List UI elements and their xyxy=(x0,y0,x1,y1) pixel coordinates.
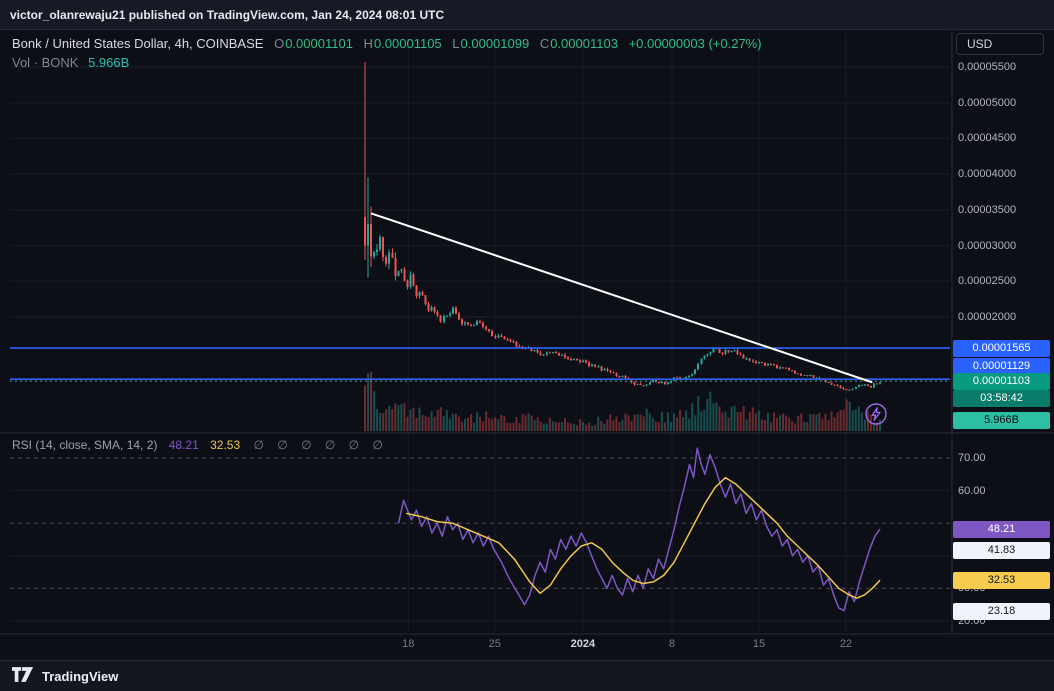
level-price-badge[interactable]: 0.00001565 xyxy=(953,340,1050,357)
price-tick-label: 0.00002500 xyxy=(958,275,1017,288)
attribution-bar: victor_olanrewaju21 published on Trading… xyxy=(0,0,1054,30)
open-label: O xyxy=(274,36,285,51)
high-label: H xyxy=(363,36,373,51)
price-tick-label: 0.00004000 xyxy=(958,168,1017,181)
change-value: +0.00000003 (+0.27%) xyxy=(628,36,762,51)
price-tick-label: 0.00004500 xyxy=(958,132,1017,145)
rsi-empty-value: ∅ xyxy=(372,438,383,452)
time-tick-label: 22 xyxy=(839,638,853,650)
price-tick-label: 0.00003500 xyxy=(958,203,1017,216)
rsi-pane xyxy=(10,447,950,612)
symbol-header[interactable]: Bonk / United States Dollar, 4h, COINBAS… xyxy=(12,36,762,51)
rsi-empty-value: ∅ xyxy=(301,438,312,452)
rsi-sma-line xyxy=(406,476,881,599)
rsi-axis-badge[interactable]: 23.18 xyxy=(953,602,1050,620)
volume-label: Vol · BONK xyxy=(12,55,79,70)
price-tick-label: 0.00002000 xyxy=(958,311,1017,323)
volume-header[interactable]: Vol · BONK 5.966B xyxy=(12,55,129,70)
rsi-line xyxy=(397,447,881,612)
level-price-badge[interactable]: 0.00001129 xyxy=(953,358,1050,375)
rsi-title[interactable]: RSI (14, close, SMA, 14, 2) xyxy=(12,438,158,452)
rsi-empty-value: ∅ xyxy=(348,438,360,452)
open-value: 0.00001101 xyxy=(285,36,353,51)
low-value: 0.00001099 xyxy=(460,36,530,51)
rsi-value: 48.21 xyxy=(168,438,199,452)
close-label: C xyxy=(539,36,550,51)
time-tick-label: 2024 xyxy=(570,638,596,650)
tradingview-logo-icon[interactable] xyxy=(12,667,34,685)
countdown-badge[interactable]: 03:58:42 xyxy=(953,390,1050,407)
horizontal-level-lines[interactable] xyxy=(10,347,950,382)
volume-bars xyxy=(364,371,881,431)
descending-trendline[interactable] xyxy=(370,212,873,384)
rsi-empty-value: ∅ xyxy=(253,438,264,452)
volume-value: 5.966B xyxy=(88,55,130,70)
footer-brand[interactable]: TradingView xyxy=(42,668,119,684)
rsi-tick-label: 60.00 xyxy=(958,484,986,497)
volume-axis-badge[interactable]: 5.966B xyxy=(953,412,1050,429)
currency-button[interactable]: USD xyxy=(956,33,1044,55)
footer-bar: TradingView xyxy=(0,660,1054,691)
rsi-sma-value: 32.53 xyxy=(210,438,241,452)
rsi-header[interactable]: RSI (14, close, SMA, 14, 2) 48.21 32.53 … xyxy=(12,438,383,452)
time-tick-label: 18 xyxy=(402,638,415,650)
rsi-tick-label: 70.00 xyxy=(958,452,986,464)
time-tick-label: 25 xyxy=(488,638,501,650)
close-value: 0.00001103 xyxy=(550,36,618,51)
symbol-title[interactable]: Bonk / United States Dollar, 4h, COINBAS… xyxy=(12,36,264,51)
price-tick-label: 0.00005500 xyxy=(958,61,1017,73)
rsi-empty-value: ∅ xyxy=(324,438,336,452)
rsi-axis-badge[interactable]: 48.21 xyxy=(953,521,1050,539)
last-price-badge[interactable]: 0.00001103 xyxy=(953,373,1050,390)
high-value: 0.00001105 xyxy=(373,36,442,51)
time-tick-label: 8 xyxy=(668,638,675,650)
candles-layer xyxy=(364,61,881,391)
lightning-icon xyxy=(865,403,887,425)
rsi-empty-value: ∅ xyxy=(277,438,288,452)
rsi-axis-badge[interactable]: 32.53 xyxy=(953,572,1050,590)
grid-lines xyxy=(10,33,950,632)
lightning-button[interactable] xyxy=(863,401,889,427)
time-tick-label: 15 xyxy=(752,638,766,650)
attribution-text: victor_olanrewaju21 published on Trading… xyxy=(10,7,445,22)
rsi-axis-badge[interactable]: 41.83 xyxy=(953,541,1050,559)
low-label: L xyxy=(452,36,460,51)
price-tick-label: 0.00005000 xyxy=(958,96,1017,109)
price-tick-label: 0.00003000 xyxy=(958,239,1017,252)
